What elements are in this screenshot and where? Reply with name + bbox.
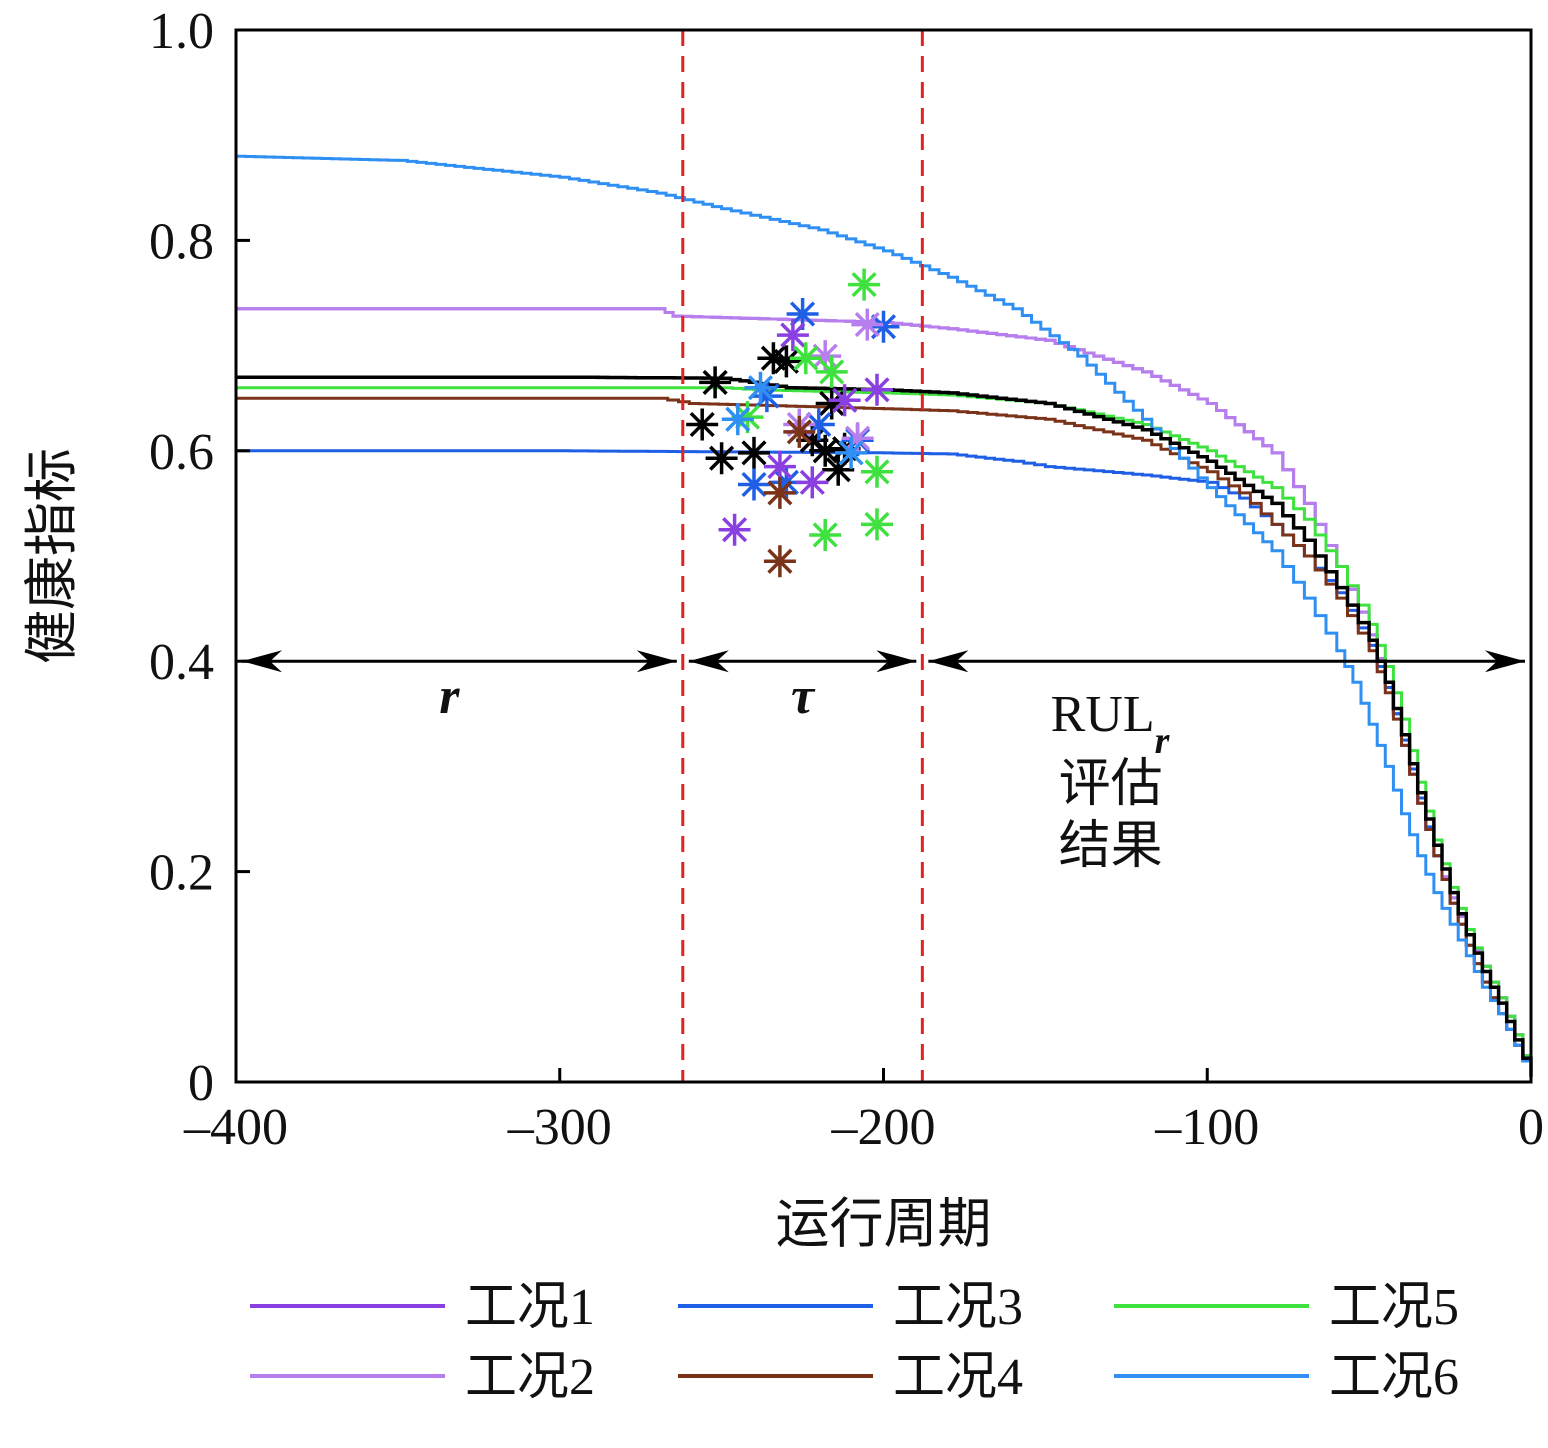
legend-item: 工况2 (250, 1349, 595, 1406)
arrow-head-left (242, 650, 282, 673)
series-line (236, 154, 1533, 1077)
scatter-point (796, 466, 829, 499)
interval-label-r: r (439, 668, 460, 725)
rul-annotation: RULr 评估 结果 (1051, 686, 1171, 875)
arrow-head-right (1485, 650, 1525, 673)
scatter-point (815, 387, 848, 420)
arrow-head-left (688, 650, 729, 673)
legend-item: 工况1 (250, 1279, 595, 1336)
series-line (236, 307, 1533, 1077)
legend-item: 工况3 (678, 1279, 1023, 1336)
legend-label: 工况2 (465, 1349, 595, 1406)
scatter-point (809, 434, 842, 467)
legend-label: 工况4 (893, 1349, 1023, 1406)
scatter-point (809, 340, 842, 373)
scatter-point (738, 468, 770, 501)
axis-ticks (234, 28, 1533, 1084)
rul-subscript: r (1155, 720, 1171, 762)
legend-item: 工况4 (678, 1349, 1023, 1406)
scatter-point (796, 424, 829, 457)
scatter-point (776, 319, 809, 352)
scatter-point (763, 450, 796, 483)
x-tick-label: –200 (831, 1099, 936, 1156)
legend-label: 工况5 (1329, 1279, 1459, 1336)
scatter-point (721, 403, 754, 436)
scatter-point (789, 342, 822, 375)
scatter-point (770, 345, 803, 378)
scatter-point (686, 408, 719, 441)
scatter-point (815, 355, 848, 388)
rul-label: RULr (1051, 686, 1171, 762)
scatter-point (822, 453, 855, 486)
scatter-point (699, 366, 732, 399)
x-tick-label: –100 (1154, 1099, 1259, 1156)
x-axis-title: 运行周期 (776, 1194, 992, 1254)
y-tick-label: 0.8 (149, 213, 214, 270)
scatter-point (786, 298, 819, 330)
scatter-point (731, 401, 764, 434)
series-line (236, 449, 1533, 1077)
y-tick-label: 0.6 (149, 424, 214, 481)
legend-label: 工况6 (1329, 1349, 1459, 1406)
legend-label: 工况3 (893, 1279, 1023, 1336)
scatter-markers (686, 268, 900, 578)
series-line (236, 375, 1533, 1077)
scatter-point (809, 519, 842, 551)
scatter-point (835, 436, 868, 469)
series-curves (236, 154, 1533, 1077)
legend-item: 工况5 (1114, 1279, 1459, 1336)
arrow-head-left (928, 650, 969, 673)
rul-main: RUL (1051, 686, 1155, 743)
scatter-point (744, 371, 777, 404)
annotation-line-2: 结果 (1059, 818, 1163, 875)
scatter-point (851, 308, 884, 341)
scatter-point (770, 466, 803, 499)
scatter-point (861, 508, 893, 541)
y-tick-label: 0.4 (149, 634, 214, 691)
annotation-line-1: 评估 (1059, 756, 1163, 813)
series-line (236, 386, 1533, 1077)
scatter-point (861, 455, 893, 488)
series-line (236, 307, 1533, 1077)
legend: 工况1 工况2 工况3 工况4 工况5 工况6 (250, 1279, 1459, 1406)
scatter-point (738, 436, 770, 469)
scatter-point (861, 373, 893, 406)
legend-item: 工况6 (1114, 1349, 1459, 1406)
scatter-point (763, 476, 796, 509)
y-tick-label: 0 (188, 1055, 214, 1112)
x-tick-label: 0 (1518, 1099, 1544, 1156)
scatter-point (867, 310, 900, 343)
arrow-head-right (876, 650, 917, 673)
arrow-head-right (636, 650, 677, 673)
x-tick-label: –400 (183, 1099, 288, 1156)
series-line (236, 396, 1533, 1077)
phase-boundaries (681, 30, 924, 1082)
scatter-point (841, 422, 874, 455)
x-tick-label: –300 (507, 1099, 612, 1156)
scatter-point (763, 545, 796, 578)
legend-label: 工况1 (465, 1279, 595, 1336)
tick-labels: –400 –300 –200 –100 0 0 0.2 0.4 0.6 0.8 1.0 (149, 3, 1544, 1156)
interval-label-tau: τ (791, 668, 816, 725)
scatter-point (828, 384, 861, 417)
y-tick-label: 0.2 (149, 845, 214, 902)
scatter-point (802, 408, 835, 441)
scatter-point (705, 442, 738, 475)
y-axis-title: 健康指标 (22, 448, 82, 664)
scatter-point (718, 513, 751, 546)
scatter-point (757, 342, 790, 375)
scatter-point (783, 415, 816, 448)
scatter-point (848, 268, 881, 301)
y-tick-label: 1.0 (149, 3, 214, 60)
